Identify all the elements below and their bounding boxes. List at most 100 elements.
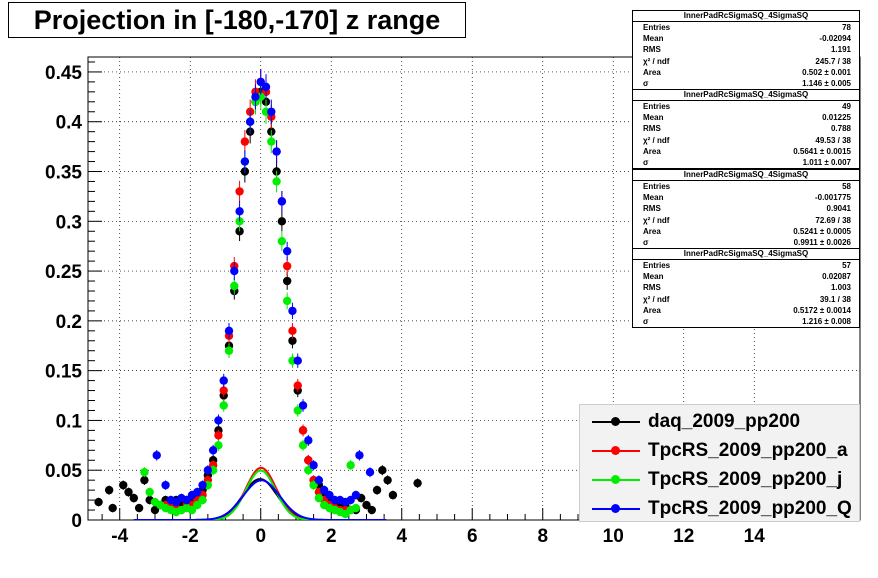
stat-value: -0.001775	[814, 193, 851, 203]
data-point	[267, 137, 276, 146]
stat-label: σ	[643, 78, 649, 88]
stat-label: σ	[643, 157, 649, 167]
stat-value: 0.5641 ± 0.0015	[793, 146, 851, 156]
stat-value: 1.146 ± 0.005	[802, 78, 851, 88]
y-tick-label: 0	[71, 511, 82, 532]
data-point	[272, 177, 281, 186]
stat-row: χ² / ndf 39.1 / 38	[633, 294, 859, 305]
data-point	[388, 490, 398, 500]
x-tick-label: 2	[326, 526, 337, 547]
stat-row: χ² / ndf 72.69 / 38	[633, 215, 859, 226]
chart-title: Projection in [-180,-170] z range	[8, 2, 466, 38]
data-point	[288, 336, 297, 345]
data-point	[298, 401, 308, 410]
stat-row: Mean 0.01225	[633, 112, 859, 123]
stat-row: RMS 0.788	[633, 123, 859, 134]
stat-value: 0.01225	[822, 113, 851, 123]
y-tick-label: 0.45	[45, 63, 82, 84]
data-point	[277, 197, 287, 206]
stat-label: Mean	[643, 193, 664, 203]
stat-box: InnerPadRcSigmaSQ_4SigmaSQ Entries 57 Mean 0…	[632, 248, 860, 329]
x-tick-label: -2	[182, 526, 199, 547]
stat-value: 0.788	[830, 124, 851, 134]
stat-value: 1.216 ± 0.008	[802, 316, 851, 326]
legend-item-daq: daq_2009_pp200	[580, 407, 861, 436]
stat-label: RMS	[643, 45, 661, 55]
y-tick-label: 0.4	[56, 113, 83, 134]
stat-row: RMS 1.003	[633, 282, 859, 293]
legend-label: TpcRS_2009_pp200_a	[648, 440, 848, 461]
data-point	[230, 281, 239, 291]
data-point	[298, 426, 308, 435]
legend-marker-icon	[611, 504, 620, 513]
stat-row: Area 0.5172 ± 0.0014	[633, 305, 859, 316]
stat-label: RMS	[643, 204, 661, 214]
stat-row: σ 1.011 ± 0.007	[633, 157, 859, 168]
stat-row: Area 0.5241 ± 0.0005	[633, 226, 859, 237]
stat-row: Entries 49	[633, 101, 859, 112]
data-point	[288, 326, 297, 336]
data-point	[198, 480, 207, 490]
x-tick-label: 12	[673, 526, 694, 547]
data-point	[240, 137, 250, 146]
stat-value: 0.9041	[826, 204, 851, 214]
data-point	[129, 493, 139, 503]
data-point	[187, 505, 197, 515]
stat-label: Mean	[643, 113, 664, 123]
data-point	[314, 493, 324, 503]
stat-value: 245.7 / 38	[815, 56, 851, 66]
data-point	[108, 503, 117, 513]
stat-label: Area	[643, 305, 661, 315]
stat-row: σ 1.146 ± 0.005	[633, 78, 859, 89]
x-tick-label: 4	[396, 526, 407, 547]
data-point	[193, 487, 202, 497]
stat-row: RMS 0.9041	[633, 203, 859, 214]
stat-row: χ² / ndf 245.7 / 38	[633, 56, 859, 67]
data-point	[161, 480, 170, 490]
data-point	[282, 296, 292, 306]
stat-row: Area 0.502 ± 0.001	[633, 67, 859, 78]
data-point	[104, 485, 114, 495]
legend-label: daq_2009_pp200	[648, 411, 801, 432]
stat-box-title: InnerPadRcSigmaSQ_4SigmaSQ	[633, 90, 859, 101]
data-point	[282, 276, 292, 286]
x-tick-label: 14	[744, 526, 766, 547]
data-point	[383, 475, 392, 485]
data-point	[193, 500, 202, 510]
stat-label: χ² / ndf	[643, 215, 670, 225]
fit-curve-0	[133, 478, 387, 520]
stat-row: Mean 0.02087	[633, 271, 859, 282]
stat-row: Mean -0.001775	[633, 192, 859, 203]
data-point	[378, 466, 387, 475]
stat-label: Mean	[643, 34, 664, 44]
data-point	[182, 495, 191, 505]
stat-row: Entries 57	[633, 260, 859, 271]
data-point	[298, 441, 308, 450]
y-tick-label: 0.1	[56, 411, 83, 432]
data-point	[208, 446, 218, 455]
stat-value: 0.502 ± 0.001	[802, 67, 851, 77]
stat-row: Entries 58	[633, 181, 859, 192]
data-point	[203, 466, 213, 475]
stat-value: 72.69 / 38	[815, 215, 851, 225]
y-tick-label: 0.3	[56, 212, 82, 233]
data-point	[214, 441, 223, 450]
data-point	[351, 490, 361, 500]
data-point	[219, 386, 228, 395]
stat-value: 0.02087	[822, 272, 851, 282]
data-point	[152, 451, 161, 460]
data-point	[214, 431, 223, 440]
data-point	[219, 376, 228, 385]
data-point	[365, 468, 375, 477]
data-point	[277, 237, 287, 246]
y-tick-label: 0.25	[45, 262, 82, 283]
data-point	[272, 147, 281, 156]
stat-label: Area	[643, 146, 661, 156]
stat-row: Area 0.5641 ± 0.0015	[633, 146, 859, 157]
fit-curve-1	[133, 466, 387, 520]
legend-marker-icon	[611, 417, 620, 426]
data-point	[362, 500, 371, 510]
data-point	[251, 92, 260, 102]
y-tick-label: 0.15	[45, 362, 82, 383]
legend: daq_2009_pp200 TpcRS_2009_pp200_a TpcRS_…	[579, 404, 860, 522]
